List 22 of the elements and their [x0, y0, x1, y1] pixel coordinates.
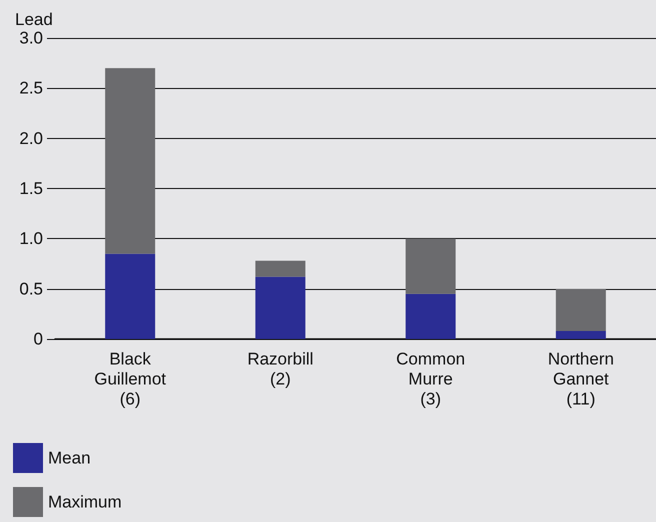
y-tick-label: 0.5 [19, 279, 43, 298]
bar [105, 68, 156, 254]
x-tick-label: Black Guillemot (6) [94, 350, 166, 408]
legend-label: Mean [48, 448, 91, 468]
y-tick-label: 1.0 [19, 229, 43, 248]
bar [255, 276, 306, 339]
y-tick-label: 3.0 [19, 28, 43, 48]
x-tick-label: Razorbill (2) [247, 350, 314, 388]
bar [255, 260, 306, 277]
x-tick-label: Common Murre (3) [396, 350, 466, 408]
bar [556, 288, 606, 331]
y-axis-title: Lead [15, 10, 53, 29]
bar [406, 238, 456, 294]
y-tick-label: 2.5 [19, 78, 43, 98]
bar [105, 254, 156, 339]
y-tick-label: 1.5 [19, 179, 43, 198]
y-tick-label: 0 [34, 330, 43, 348]
x-tick-label: Northern Gannet (11) [548, 350, 614, 408]
legend-label: Maximum [48, 492, 122, 512]
bar [556, 330, 606, 339]
y-tick-label: 2.0 [19, 128, 43, 148]
bar [406, 294, 456, 339]
